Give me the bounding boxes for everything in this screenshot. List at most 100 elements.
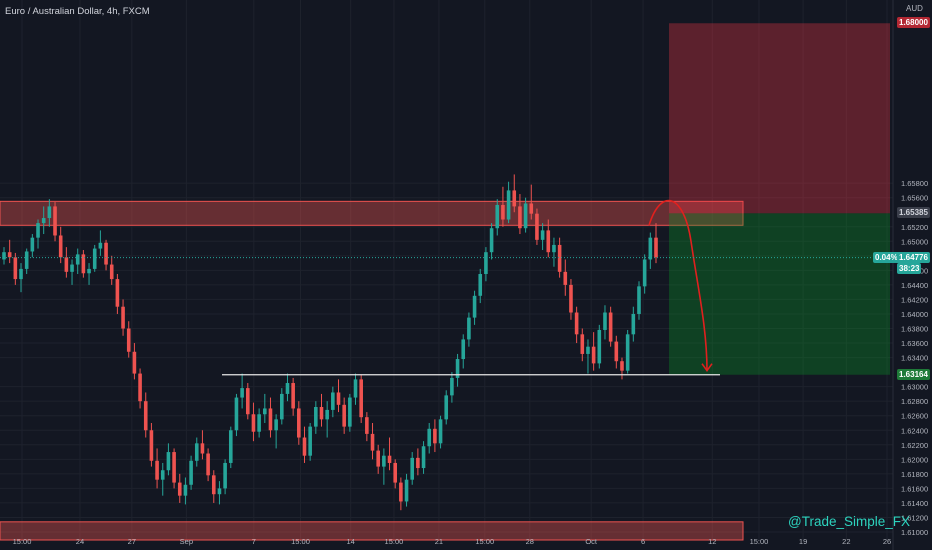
candle-body xyxy=(353,379,358,398)
candle-body xyxy=(41,218,46,224)
candle-body xyxy=(348,397,352,427)
time-tick-label: 15:00 xyxy=(750,537,769,546)
candle-body xyxy=(81,254,86,274)
price-tick-label: 1.61000 xyxy=(901,528,928,537)
price-tick-label: 1.62200 xyxy=(901,441,928,450)
last-price-label: 1.64776 xyxy=(897,251,930,263)
candle-body xyxy=(336,392,341,405)
candle-body xyxy=(240,388,244,398)
time-tick-label: 15:00 xyxy=(475,537,494,546)
candle-body xyxy=(501,204,505,220)
price-tick-label: 1.65600 xyxy=(901,194,928,203)
candle-body xyxy=(121,306,125,329)
candle-body xyxy=(251,414,256,432)
time-tick-label: 28 xyxy=(526,537,534,546)
price-axis[interactable]: 1.658001.656001.652001.650001.648001.646… xyxy=(892,0,928,550)
price-tick-label: 1.61200 xyxy=(901,513,928,522)
chart-annotations[interactable] xyxy=(0,199,893,376)
symbol-title[interactable]: Euro / Australian Dollar, 4h, FXCM xyxy=(5,6,150,17)
candle-body xyxy=(512,190,517,207)
price-tick-label: 1.61600 xyxy=(901,484,928,493)
candle-body xyxy=(620,361,624,371)
candle-body xyxy=(115,279,120,307)
time-tick-label: Oct xyxy=(585,537,598,546)
candle-body xyxy=(263,408,267,415)
price-tick-label: 1.62800 xyxy=(901,397,928,406)
candle-body xyxy=(155,460,159,480)
time-tick-label: 15:00 xyxy=(13,537,32,546)
price-tick-label: 1.61400 xyxy=(901,499,928,508)
time-axis[interactable]: 15:00 24 27 Sep 7 15:00 14 15:00 21 15:00 28 Oct 6 12… xyxy=(13,537,892,546)
price-tick-label: 1.63000 xyxy=(901,383,928,392)
candle-body xyxy=(495,204,500,229)
candle-body xyxy=(228,430,233,463)
price-tick-label: 1.65800 xyxy=(901,179,928,188)
candle-body xyxy=(200,443,205,454)
candle-body xyxy=(172,452,176,483)
candle-body xyxy=(30,237,35,252)
candle-body xyxy=(291,383,295,409)
candle-body xyxy=(421,446,426,469)
candle-body xyxy=(325,409,329,420)
candle-body xyxy=(143,401,148,431)
candle-body xyxy=(280,393,284,420)
candle-body xyxy=(529,203,534,214)
candle-body xyxy=(234,397,239,431)
candle-body xyxy=(160,470,165,480)
time-tick-label: 27 xyxy=(128,537,136,546)
candle-body xyxy=(274,419,278,431)
time-tick-label: 6 xyxy=(641,537,645,546)
candle-body xyxy=(64,257,69,272)
price-tick-label: 1.61800 xyxy=(901,470,928,479)
stop-price-label: 1.68000 xyxy=(897,17,930,29)
candle-body xyxy=(518,206,522,229)
candle-body xyxy=(569,284,573,313)
stop-loss-zone xyxy=(669,23,890,214)
candle-body xyxy=(427,428,432,447)
candle-body xyxy=(535,213,539,240)
resistance-zone xyxy=(0,200,744,226)
candle-body xyxy=(546,230,551,253)
candle-body xyxy=(574,312,579,335)
candle-body xyxy=(87,268,91,274)
candle-body xyxy=(297,408,301,438)
time-tick-label: 26 xyxy=(883,537,891,546)
candle-body xyxy=(13,257,18,280)
time-tick-label: 15:00 xyxy=(291,537,310,546)
candle-body xyxy=(404,479,409,502)
bar-countdown-label: 38:23 xyxy=(897,262,922,274)
arrow-head xyxy=(701,363,713,373)
candle-body xyxy=(484,252,488,274)
candle-body xyxy=(138,373,142,402)
candle-body xyxy=(654,237,658,258)
candle-body xyxy=(75,254,80,265)
candle-body xyxy=(450,377,454,396)
candle-body xyxy=(382,455,386,467)
candle-body xyxy=(319,407,324,420)
candle-body xyxy=(506,190,511,220)
take-profit-zone xyxy=(669,213,890,375)
price-tick-label: 1.64000 xyxy=(901,310,928,319)
candle-body xyxy=(438,419,443,444)
candle-body xyxy=(245,388,250,415)
candle-body xyxy=(104,242,108,265)
time-tick-label: 15:00 xyxy=(385,537,404,546)
candle-body xyxy=(580,334,585,354)
candle-body xyxy=(472,295,477,318)
candle-body xyxy=(24,251,29,269)
candle-body xyxy=(53,206,57,236)
candle-body xyxy=(614,341,619,362)
candle-body xyxy=(625,334,630,371)
candle-body xyxy=(223,462,227,489)
time-tick-label: Sep xyxy=(180,537,193,546)
candle-body xyxy=(58,235,63,258)
candle-body xyxy=(2,252,6,260)
candle-body xyxy=(302,437,307,456)
chart-zones xyxy=(0,23,890,541)
price-tick-label: 1.62400 xyxy=(901,426,928,435)
time-tick-label: 19 xyxy=(799,537,807,546)
price-tick-label: 1.62000 xyxy=(901,455,928,464)
candle-body xyxy=(70,264,74,272)
